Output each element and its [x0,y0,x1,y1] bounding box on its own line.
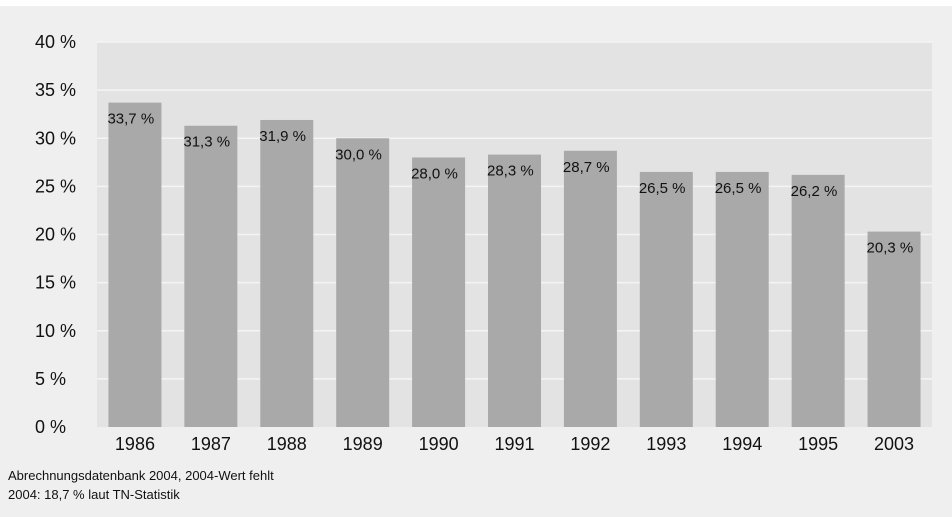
y-tick-label: 35 % [35,80,76,100]
y-tick-label: 25 % [35,176,76,196]
bar-chart: 0 % 5 % 10 % 15 % 20 % 25 % 30 % 35 % 40 % 33,7 %… [35,32,932,454]
bar [715,171,769,427]
footnote-source: Abrechnungsdatenbank 2004, 2004-Wert feh… [8,468,274,483]
bar [563,150,617,427]
x-tick-label: 1987 [191,434,231,454]
y-tick-label: 0 % [35,417,66,437]
bar [488,154,541,428]
data-label: 31,9 % [259,128,306,145]
data-label: 26,2 % [791,183,838,200]
y-tick-label: 20 % [35,225,76,245]
data-label: 20,3 % [867,240,914,257]
data-label: 28,3 % [487,163,534,180]
footnote-2004-value: 2004: 18,7 % laut TN-Statistik [8,487,180,502]
bar [184,125,238,428]
y-tick-label: 15 % [35,273,76,293]
data-label: 28,0 % [411,166,458,183]
bar [791,174,845,427]
x-tick-label: 1990 [419,434,459,454]
x-tick-label: 1986 [115,434,155,454]
bar [639,171,693,427]
x-tick-label: 1988 [267,434,307,454]
data-label: 33,7 % [107,111,154,128]
x-tick-label: 1991 [494,434,534,454]
data-label: 31,3 % [183,134,230,151]
y-tick-label: 5 % [35,369,66,389]
data-label: 30,0 % [335,146,382,163]
bar [867,231,921,427]
x-tick-label: 1994 [722,434,762,454]
x-tick-label: 1993 [646,434,686,454]
y-tick-label: 40 % [35,32,76,52]
bar [108,102,162,427]
data-label: 26,5 % [639,180,686,197]
x-tick-label: 1995 [798,434,838,454]
x-tick-label: 1989 [343,434,383,454]
bar [260,119,314,428]
bar [336,138,390,427]
y-tick-label: 30 % [35,128,76,148]
chart-panel: 0 % 5 % 10 % 15 % 20 % 25 % 30 % 35 % 40 % 33,7 %… [0,6,952,517]
data-label: 28,7 % [563,159,610,176]
x-tick-label: 2003 [874,434,914,454]
data-label: 26,5 % [715,180,762,197]
bar [412,157,466,427]
y-tick-label: 10 % [35,321,76,341]
x-tick-label: 1992 [570,434,610,454]
